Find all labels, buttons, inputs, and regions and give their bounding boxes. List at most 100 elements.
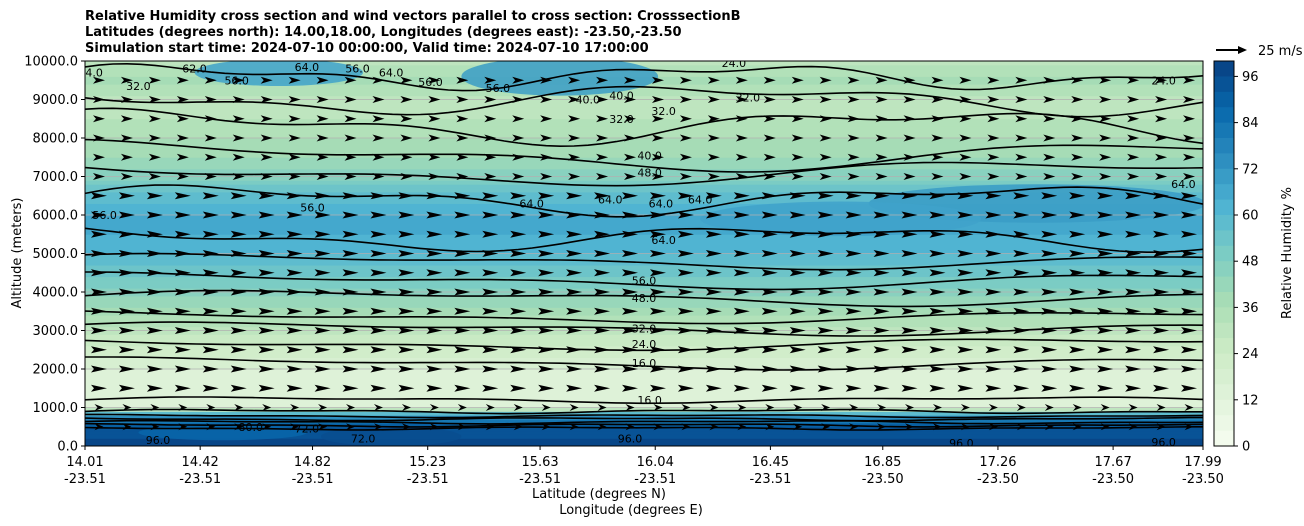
wind-vector-arrow	[314, 288, 331, 296]
wind-vector-arrow	[398, 307, 415, 315]
wind-vector-arrow	[819, 173, 832, 180]
wind-vector-arrow	[761, 288, 778, 296]
wind-vector-arrow	[1069, 307, 1086, 315]
wind-vector-arrow	[538, 192, 555, 200]
wind-vector-arrow	[290, 423, 300, 431]
wind-vector-arrow	[401, 404, 411, 411]
wind-vector-arrow	[901, 192, 918, 200]
wind-vector-arrow	[873, 250, 890, 257]
rh-band	[85, 245, 1203, 251]
x-tick-label-lon: -23.51	[749, 472, 791, 487]
quiver-key-label: 25 m/s	[1258, 44, 1303, 59]
wind-vector-arrow	[290, 404, 300, 411]
wind-vector-arrow	[793, 404, 803, 411]
contour-label: 72.0	[351, 432, 376, 445]
x-tick-label-lon: -23.51	[64, 472, 106, 487]
wind-vector-arrow	[1097, 384, 1114, 392]
wind-vector-arrow	[957, 211, 974, 219]
wind-vector-arrow	[873, 269, 890, 277]
wind-vector-arrow	[568, 96, 581, 103]
wind-vector-arrow	[426, 365, 443, 373]
wind-vector-arrow	[146, 346, 163, 354]
rh-band	[85, 292, 1203, 297]
wind-vector-arrow	[791, 96, 804, 103]
colorbar-band	[1214, 245, 1234, 262]
wind-vector-arrow	[146, 230, 163, 238]
wind-vector-arrow	[512, 153, 525, 161]
rh-band	[85, 241, 1203, 247]
wind-vector-arrow	[679, 115, 692, 123]
wind-vector-arrow	[903, 134, 916, 142]
wind-vector-arrow	[344, 96, 357, 103]
wind-vector-arrow	[733, 307, 750, 315]
wind-vector-arrow	[1181, 327, 1198, 334]
colorbar-band	[1214, 184, 1234, 200]
wind-vector-arrow	[903, 115, 916, 123]
colorbar-band	[1214, 153, 1234, 169]
wind-vector-arrow	[398, 327, 415, 334]
wind-vector-arrow	[845, 211, 862, 219]
wind-vector-arrow	[426, 211, 443, 219]
rh-band	[85, 145, 1203, 151]
wind-vector-arrow	[624, 76, 637, 84]
contour-line	[85, 419, 1203, 425]
wind-vector-arrow	[484, 153, 497, 161]
wind-vector-arrow	[288, 153, 301, 161]
wind-vector-arrow	[845, 307, 862, 315]
x-tick-label-lon: -23.51	[292, 472, 334, 487]
wind-vector-arrow	[569, 404, 579, 411]
wind-vector-arrow	[118, 211, 135, 219]
wind-vector-arrow	[651, 134, 664, 142]
colorbar-band	[1214, 215, 1234, 231]
wind-vector-arrow	[1153, 230, 1170, 238]
rh-band	[85, 234, 1203, 239]
wind-vector-arrow	[873, 192, 890, 200]
wind-vector-arrow	[1128, 404, 1138, 411]
wind-vector-arrow	[120, 134, 133, 142]
rh-band	[85, 415, 1203, 420]
wind-vector-arrow	[454, 346, 471, 354]
wind-vector-arrow	[510, 307, 527, 315]
wind-vector-arrow	[1153, 384, 1170, 392]
wind-vector-arrow	[1016, 423, 1026, 431]
rh-filled-contours	[85, 61, 1203, 446]
wind-vector-arrow	[1013, 365, 1030, 373]
wind-vector-arrow	[456, 76, 469, 84]
wind-vector-arrow	[456, 115, 469, 123]
colorbar-bands	[1213, 60, 1235, 447]
wind-vector-arrow	[258, 384, 275, 392]
wind-vector-arrow	[957, 365, 974, 373]
wind-vector-arrow	[789, 346, 806, 354]
wind-vector-arrow	[677, 250, 694, 257]
wind-vector-arrow	[314, 269, 331, 277]
wind-vector-arrow	[1127, 76, 1140, 84]
wind-vector-arrow	[120, 76, 133, 84]
wind-vector-arrow	[845, 230, 862, 238]
y-tick-label: 4000.0	[33, 286, 79, 301]
rh-patch	[320, 426, 462, 446]
wind-vector-arrow	[344, 173, 357, 180]
wind-vector-arrow	[789, 365, 806, 373]
rh-band	[85, 392, 1203, 397]
wind-vector-arrow	[875, 153, 888, 161]
wind-vector-arrow	[286, 269, 303, 277]
contour-label: 24.0	[632, 338, 657, 351]
contour-label: 56.0	[300, 201, 325, 214]
wind-vector-arrow	[398, 288, 415, 296]
wind-vector-arrow	[120, 153, 133, 161]
wind-vector-arrow	[929, 250, 946, 257]
wind-vector-arrow	[763, 115, 776, 123]
contour-line	[85, 252, 1203, 271]
wind-vector-arrow	[817, 365, 834, 373]
wind-vector-arrow	[817, 192, 834, 200]
wind-vector-arrow	[426, 327, 443, 334]
wind-vector-arrow	[370, 346, 387, 354]
wind-vector-arrow	[316, 173, 329, 180]
wind-vector-arrow	[765, 423, 775, 431]
wind-vector-arrow	[1069, 346, 1086, 354]
x-tick-label-lat: 14.01	[66, 455, 103, 470]
wind-vector-arrow	[985, 346, 1002, 354]
wind-vector-arrow	[258, 269, 275, 277]
wind-vector-arrow	[1155, 115, 1168, 123]
wind-vector-arrow	[1071, 173, 1084, 180]
